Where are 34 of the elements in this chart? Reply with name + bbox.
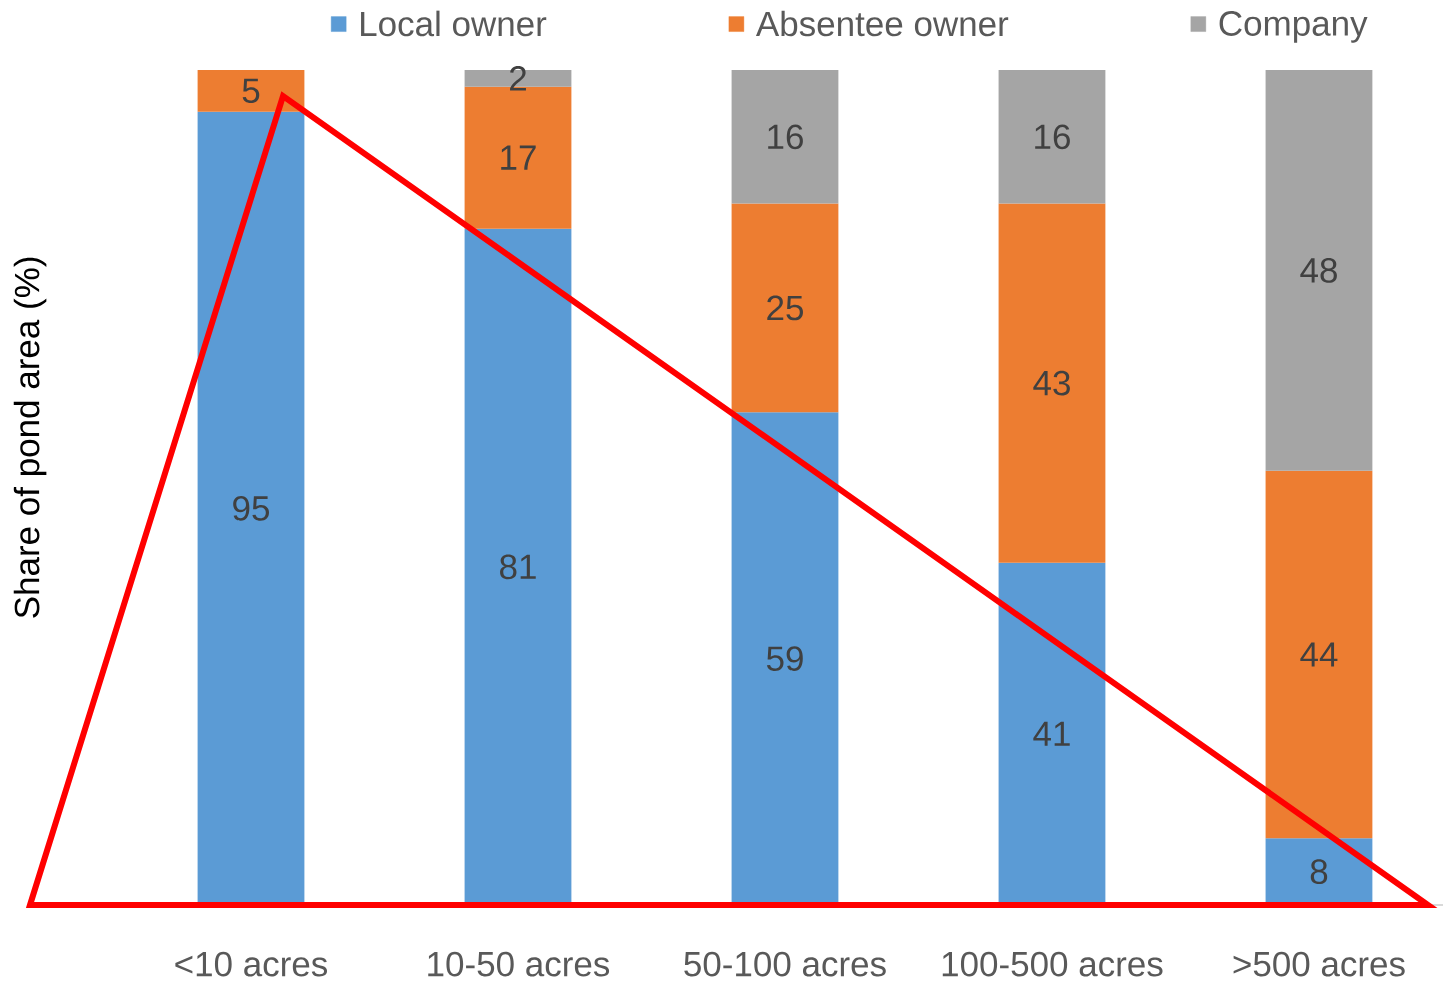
legend-label: Absentee owner [755,10,1009,37]
bar [1265,470,1373,839]
data-label: 16 [1035,124,1070,150]
bar [998,562,1106,905]
bar [1265,69,1373,471]
legend-label: Local owner [361,10,547,37]
y-axis-title: Share of pond area (%) [13,257,47,618]
data-label: 8 [1310,859,1328,884]
bar [998,69,1106,204]
bar [731,412,839,905]
bar [731,203,839,413]
data-label: 43 [1033,370,1070,396]
bar [731,69,839,204]
data-label: 81 [500,554,536,580]
data-label: 41 [1033,721,1070,746]
bar [197,69,305,112]
data-label: 48 [1300,258,1337,283]
data-label: 16 [768,124,803,150]
data-label: 59 [766,646,803,672]
x-tick-label: 50-100 acres [684,951,886,977]
bar [464,228,572,905]
x-tick-label: 10-50 acres [428,951,610,977]
data-label: 17 [501,145,536,170]
bar [998,203,1106,563]
data-label: 95 [233,495,269,521]
x-tick-label: >500 acres [1233,951,1405,977]
data-label: 2 [510,66,526,91]
data-label: 5 [242,78,260,104]
data-label: 44 [1300,642,1338,667]
bar [197,111,305,905]
x-tick-label: 100-500 acres [942,951,1163,977]
legend-label: Company [1219,11,1368,43]
data-label: 25 [767,295,803,321]
x-tick-label: <10 acres [175,951,328,977]
